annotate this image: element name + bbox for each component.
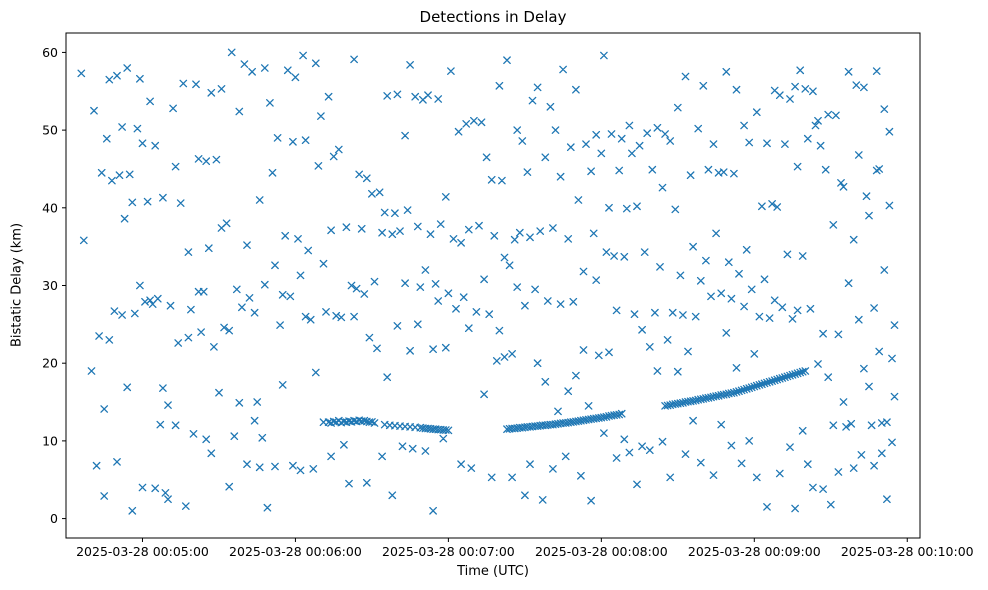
chart-title: Detections in Delay [419, 8, 567, 26]
y-tick-label: 50 [42, 123, 58, 138]
x-tick-label: 2025-03-28 00:07:00 [382, 544, 515, 559]
scatter-markers [77, 48, 899, 515]
axes-frame [65, 32, 921, 539]
y-tick-label: 30 [42, 278, 58, 293]
x-tick-label: 2025-03-28 00:09:00 [688, 544, 821, 559]
y-tick-label: 0 [50, 511, 58, 526]
x-tick-label: 2025-03-28 00:06:00 [229, 544, 362, 559]
x-tick-label: 2025-03-28 00:05:00 [76, 544, 209, 559]
x-tick-label: 2025-03-28 00:08:00 [535, 544, 668, 559]
y-tick-label: 20 [42, 356, 58, 371]
y-tick-label: 10 [42, 433, 58, 448]
y-tick-label: 60 [42, 45, 58, 60]
x-axis-label: Time (UTC) [457, 564, 529, 579]
y-axis-label: Bistatic Delay (km) [9, 222, 25, 348]
y-tick-label: 40 [42, 200, 58, 215]
x-tick-label: 2025-03-28 00:10:00 [841, 544, 974, 559]
